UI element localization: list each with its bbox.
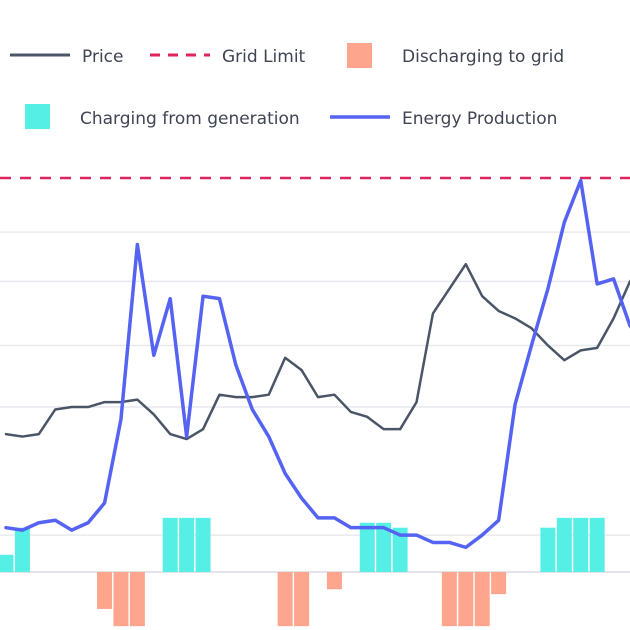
charging-bar bbox=[162, 517, 178, 572]
legend-discharging-swatch bbox=[347, 43, 372, 68]
charging-bar bbox=[359, 522, 375, 572]
chart-legend: Price Grid Limit Discharging to grid Cha… bbox=[10, 43, 564, 129]
charging-bar bbox=[573, 517, 589, 572]
discharging-bar bbox=[441, 572, 457, 627]
charging-bar bbox=[376, 522, 392, 572]
legend-charging-swatch bbox=[25, 104, 50, 129]
legend-charging-label: Charging from generation bbox=[80, 109, 300, 129]
legend-grid-limit-label: Grid Limit bbox=[222, 47, 306, 67]
discharging-bar bbox=[277, 572, 293, 627]
discharging-bar bbox=[113, 572, 129, 627]
legend-discharging-label: Discharging to grid bbox=[402, 47, 564, 67]
discharging-bar bbox=[129, 572, 145, 627]
charging-bar bbox=[589, 517, 605, 572]
charging-bar bbox=[392, 527, 408, 572]
legend-item-charging[interactable]: Charging from generation bbox=[25, 104, 300, 129]
legend-item-price[interactable]: Price bbox=[10, 47, 123, 67]
discharging-bar bbox=[474, 572, 490, 627]
plot-area bbox=[0, 176, 630, 627]
legend-production-label: Energy Production bbox=[402, 109, 557, 129]
charging-bar bbox=[14, 527, 30, 572]
charging-bar bbox=[556, 517, 572, 572]
production-line bbox=[4, 178, 630, 550]
legend-price-label: Price bbox=[82, 47, 123, 67]
discharging-bar bbox=[294, 572, 310, 627]
charging-bar bbox=[0, 554, 14, 572]
price-line bbox=[4, 262, 630, 441]
charging-bar bbox=[179, 517, 195, 572]
legend-item-grid-limit[interactable]: Grid Limit bbox=[150, 47, 306, 67]
discharging-bar bbox=[458, 572, 474, 627]
legend-item-production[interactable]: Energy Production bbox=[330, 109, 557, 129]
discharging-bar bbox=[97, 572, 113, 609]
discharging-bar bbox=[326, 572, 342, 590]
charging-bar bbox=[195, 517, 211, 572]
charging-bar bbox=[540, 527, 556, 572]
discharging-bar bbox=[491, 572, 507, 595]
legend-item-discharging[interactable]: Discharging to grid bbox=[347, 43, 564, 68]
